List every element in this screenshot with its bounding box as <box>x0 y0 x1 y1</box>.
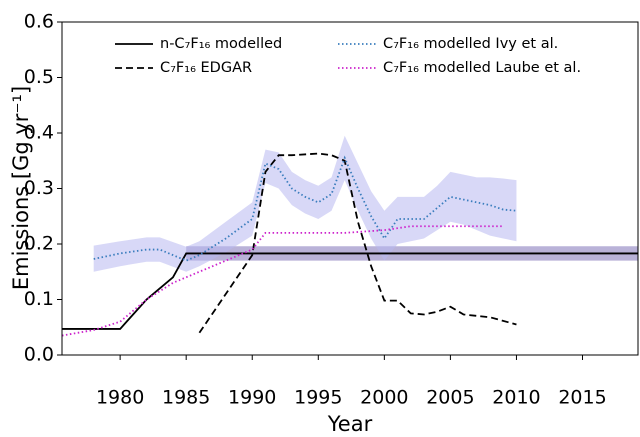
legend-label: C₇F₁₆ modelled Laube et al. <box>383 60 581 76</box>
x-tick-label: 2010 <box>492 387 540 409</box>
plot <box>62 135 638 337</box>
legend-label: C₇F₁₆ EDGAR <box>160 60 252 76</box>
y-tick-label: 0.1 <box>24 288 54 310</box>
y-tick-label: 0.3 <box>24 177 54 199</box>
y-tick-label: 0.2 <box>24 233 54 255</box>
y-tick-label: 0.4 <box>24 122 54 144</box>
uncertainty-band <box>93 135 517 272</box>
legend-label: C₇F₁₆ modelled Ivy et al. <box>383 36 558 52</box>
series-line <box>62 252 638 330</box>
y-tick-label: 0.5 <box>24 66 54 88</box>
legend-label: n-C₇F₁₆ modelled <box>160 36 282 52</box>
x-tick-label: 2005 <box>426 387 474 409</box>
x-tick-label: 2000 <box>360 387 408 409</box>
x-tick-label: 1990 <box>228 387 276 409</box>
x-tick-label: 1980 <box>96 387 144 409</box>
x-tick-label: 2015 <box>558 387 606 409</box>
y-axis-label: Emissions [Gg yr⁻¹] <box>9 86 33 290</box>
x-axis-label: Year <box>327 412 373 436</box>
y-tick-label: 0.0 <box>24 344 54 366</box>
y-tick-label: 0.6 <box>24 11 54 33</box>
series-line <box>198 152 517 334</box>
x-tick-label: 1985 <box>162 387 210 409</box>
x-tick-label: 1995 <box>294 387 342 409</box>
